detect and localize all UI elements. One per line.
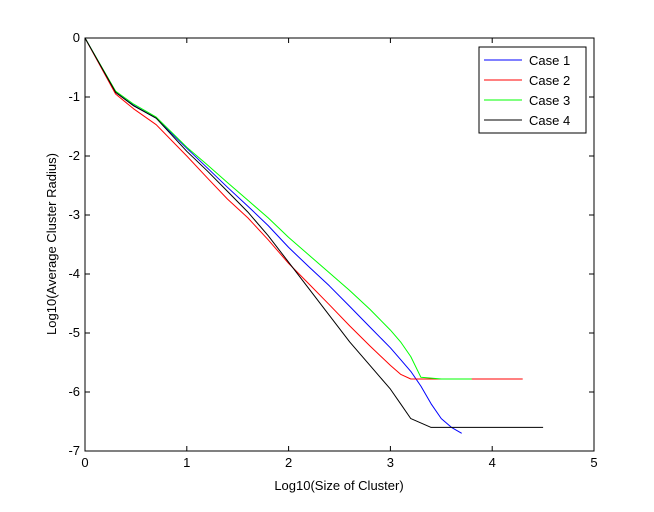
plot-frame [84,37,595,452]
y-tick-label: -6 [68,384,80,399]
legend-label-4: Case 4 [529,113,570,128]
x-tick-label: 4 [489,455,496,470]
x-tick-label: 5 [590,455,597,470]
y-tick-label: -3 [68,207,80,222]
x-tick-label: 3 [387,455,394,470]
tick-layer: 0 1 2 3 4 5 -7 -6 -5 -4 -3 -2 -1 0 [68,30,597,470]
x-tick-label: 0 [81,455,88,470]
y-tick-label: -2 [68,148,80,163]
legend-label-3: Case 3 [529,93,570,108]
y-tick-label: -7 [68,443,80,458]
y-tick-label: -4 [68,266,80,281]
y-tick-label: 0 [73,30,80,45]
series-layer [84,37,544,434]
x-tick-label: 1 [183,455,190,470]
x-tick-label: 2 [285,455,292,470]
y-axis-label: Log10(Average Cluster Radius) [44,153,59,335]
series-line-1 [84,37,462,434]
series-line-2 [84,37,523,380]
series-line-3 [84,37,472,380]
legend: Case 1 Case 2 Case 3 Case 4 [478,46,587,134]
y-tick-label: -5 [68,325,80,340]
series-line-4 [84,37,544,428]
legend-label-2: Case 2 [529,73,570,88]
x-axis-label: Log10(Size of Cluster) [274,478,403,493]
legend-box [478,46,587,134]
legend-label-1: Case 1 [529,53,570,68]
y-tick-label: -1 [68,89,80,104]
